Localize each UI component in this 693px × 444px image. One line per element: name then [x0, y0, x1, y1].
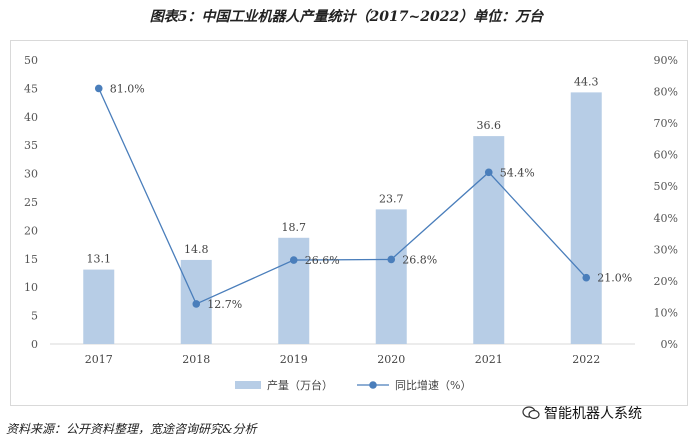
legend-bar-swatch [235, 381, 261, 389]
y-right-tick-label: 10% [654, 306, 678, 319]
y-right-tick-label: 20% [654, 275, 678, 288]
growth-value-label: 26.6% [305, 254, 340, 267]
bar-value-label: 18.7 [282, 221, 307, 234]
chart-frame [10, 40, 688, 406]
y-right-tick-label: 30% [654, 243, 678, 256]
growth-point [94, 84, 103, 93]
bar-value-label: 14.8 [184, 243, 209, 256]
growth-point [192, 300, 201, 308]
legend-bar-label: 产量（万台） [267, 378, 333, 392]
y-right-tick-label: 70% [654, 117, 678, 130]
growth-point [289, 256, 298, 264]
y-right-tick-label: 40% [654, 212, 678, 225]
y-left-tick-label: 25 [24, 196, 38, 209]
growth-point [582, 273, 591, 282]
y-right-tick-label: 50% [654, 180, 678, 193]
growth-point [484, 168, 493, 177]
y-right-tick-label: 80% [654, 86, 678, 99]
growth-value-label: 54.4% [500, 166, 535, 179]
bar-value-label: 36.6 [477, 119, 502, 132]
y-right-tick-label: 60% [654, 149, 678, 162]
y-left-tick-label: 10 [24, 281, 38, 294]
legend-line-marker [369, 381, 377, 389]
y-left-tick-label: 45 [24, 82, 38, 95]
bar-value-label: 23.7 [379, 192, 404, 205]
bar-value-label: 13.1 [87, 253, 112, 266]
bar [375, 209, 407, 344]
source-note: 资料来源：公开资料整理，宽途咨询研究&分析 [6, 422, 257, 436]
growth-value-label: 21.0% [597, 272, 632, 285]
wechat-icon [522, 406, 540, 420]
x-tick-label: 2022 [572, 353, 600, 366]
bar [83, 269, 115, 344]
y-left-tick-label: 15 [24, 253, 38, 266]
y-left-tick-label: 35 [24, 139, 38, 152]
growth-point [387, 255, 396, 264]
x-tick-label: 2020 [377, 353, 405, 366]
x-tick-label: 2017 [85, 353, 113, 366]
legend-line-label: 同比增速（%） [395, 378, 471, 392]
growth-line [98, 88, 587, 305]
x-tick-label: 2021 [475, 353, 503, 366]
x-tick-label: 2018 [182, 353, 210, 366]
y-left-tick-label: 50 [24, 54, 38, 67]
y-left-tick-label: 0 [31, 338, 38, 351]
y-left-tick-label: 30 [24, 168, 38, 181]
bar [278, 237, 310, 344]
brand-text: 智能机器人系统 [544, 406, 642, 422]
y-left-tick-label: 20 [24, 224, 38, 237]
growth-value-label: 81.0% [110, 82, 145, 95]
y-right-tick-label: 90% [654, 54, 678, 67]
x-tick-label: 2019 [280, 353, 308, 366]
growth-value-label: 26.8% [402, 253, 437, 266]
bar [570, 92, 602, 344]
y-right-tick-label: 0% [661, 338, 678, 351]
y-left-tick-label: 5 [31, 310, 38, 323]
y-left-tick-label: 40 [24, 111, 38, 124]
growth-value-label: 12.7% [207, 298, 242, 311]
bar-value-label: 44.3 [574, 75, 599, 88]
brand-watermark: 智能机器人系统 [522, 403, 642, 423]
chart-title: 图表5：中国工业机器人产量统计（2017~2022）单位：万台 [149, 9, 544, 25]
